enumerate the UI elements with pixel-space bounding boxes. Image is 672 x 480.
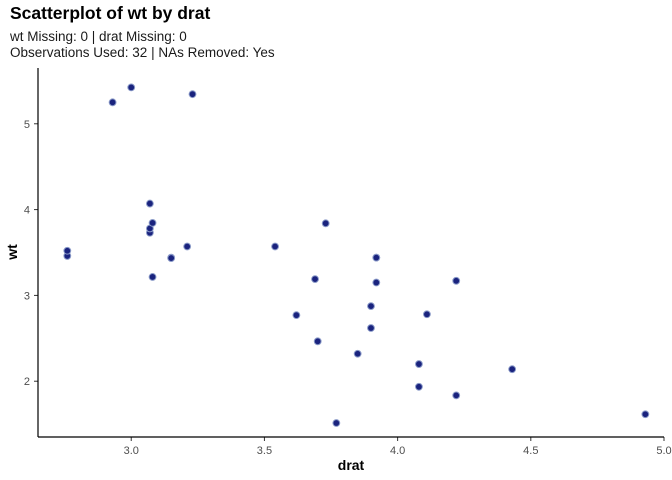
x-tick-label: 4.5 xyxy=(523,445,538,457)
data-point xyxy=(271,242,279,251)
data-point xyxy=(332,419,341,427)
data-point xyxy=(63,246,72,255)
data-point xyxy=(367,302,375,311)
x-tick-label: 3.5 xyxy=(257,445,272,457)
data-point xyxy=(167,254,176,262)
data-point xyxy=(108,98,117,107)
chart-subtitle-missing: wt Missing: 0 | drat Missing: 0 xyxy=(10,29,187,44)
data-point xyxy=(148,273,157,281)
chart-subtitle-observations: Observations Used: 32 | NAs Removed: Yes xyxy=(10,45,275,60)
data-point xyxy=(372,253,381,262)
x-tick-label: 4.0 xyxy=(390,445,405,457)
data-point xyxy=(415,382,423,391)
y-tick-label: 5 xyxy=(24,119,30,131)
data-point xyxy=(641,410,650,419)
x-tick-label: 3.0 xyxy=(124,445,139,457)
data-point xyxy=(321,219,330,228)
y-tick-label: 2 xyxy=(24,376,30,388)
data-point xyxy=(452,276,461,285)
data-point xyxy=(188,90,197,99)
data-point xyxy=(353,349,362,358)
chart-title: Scatterplot of wt by drat xyxy=(10,3,211,23)
data-point xyxy=(183,242,192,251)
x-tick-label: 5.0 xyxy=(656,445,671,457)
data-point xyxy=(148,218,157,227)
x-axis-ticks: 3.0 3.5 4.0 4.5 5.0 xyxy=(124,437,672,457)
data-point xyxy=(452,391,461,400)
x-axis-title: drat xyxy=(338,457,365,473)
data-points xyxy=(63,83,650,427)
data-point xyxy=(423,310,431,319)
data-point xyxy=(508,365,517,374)
data-point xyxy=(145,199,154,208)
data-point xyxy=(292,311,301,320)
y-tick-label: 4 xyxy=(24,205,30,217)
y-axis-ticks: 2 3 4 5 xyxy=(24,119,38,388)
data-point xyxy=(367,324,375,332)
data-point xyxy=(311,275,319,284)
data-point xyxy=(372,278,381,287)
y-axis-title: wt xyxy=(4,244,20,261)
data-point xyxy=(127,83,136,92)
data-point xyxy=(415,360,423,368)
data-point xyxy=(313,337,322,346)
y-tick-label: 3 xyxy=(24,290,30,302)
